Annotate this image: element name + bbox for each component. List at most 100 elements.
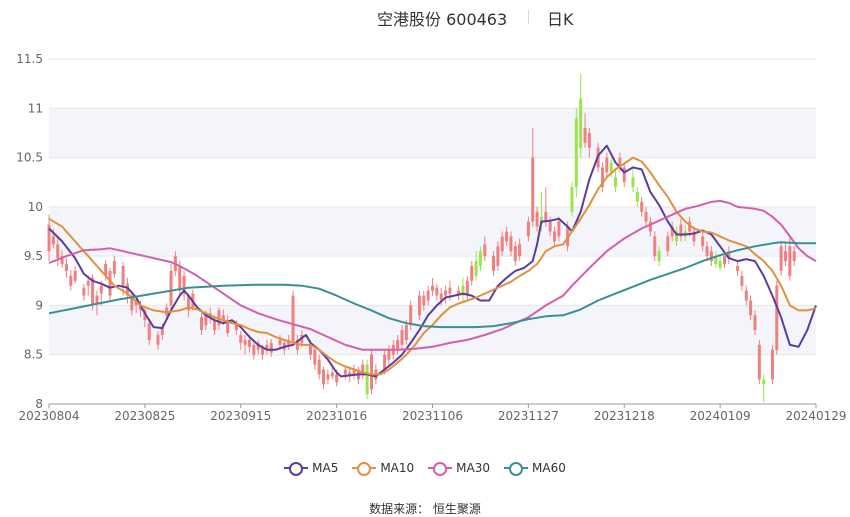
candle-body <box>256 342 260 350</box>
candle-body <box>579 98 583 148</box>
candle-body <box>635 192 639 202</box>
x-tick-label: 20240129 <box>785 409 846 423</box>
legend-marker-ma10 <box>352 462 377 476</box>
legend-item-ma30[interactable]: MA30 <box>428 458 490 478</box>
legend-item-ma5[interactable]: MA5 <box>284 458 338 478</box>
legend-marker-ma60 <box>504 462 529 476</box>
candle-body <box>426 290 430 301</box>
legend-label-ma60: MA60 <box>532 461 566 475</box>
background-band <box>49 108 816 158</box>
x-tick-label: 20230804 <box>18 409 79 423</box>
candle-body <box>770 349 774 380</box>
candle-body <box>670 226 674 237</box>
data-source: 数据来源： 恒生聚源 <box>369 502 481 516</box>
y-tick-label: 9.5 <box>24 249 43 263</box>
candle-body <box>792 251 796 262</box>
chart-title: 空港股份 600463 <box>377 10 508 29</box>
legend-label-ma10: MA10 <box>380 461 415 475</box>
candle-body <box>631 177 635 188</box>
candle-body <box>186 295 190 311</box>
candle-body <box>143 310 147 321</box>
candle-body <box>139 305 143 311</box>
x-tick-label: 20230915 <box>210 409 271 423</box>
candle-body <box>640 201 644 212</box>
candle-body <box>365 364 369 395</box>
candle-body <box>692 231 696 242</box>
candle-body <box>570 187 574 212</box>
candle-body <box>313 349 317 365</box>
x-tick-label: 20240109 <box>690 409 751 423</box>
candle-body <box>243 339 247 345</box>
moving-average-lines <box>48 144 817 378</box>
candle-body <box>431 285 434 291</box>
candle-body <box>64 264 68 271</box>
x-tick-label: 20231127 <box>498 409 559 423</box>
candle-body <box>492 256 496 271</box>
y-tick-label: 9 <box>35 298 43 312</box>
candle-body <box>56 244 60 259</box>
candle-body <box>775 285 779 350</box>
candle-body <box>204 315 208 326</box>
candle-body <box>518 244 522 257</box>
x-tick-label: 20231106 <box>402 409 463 423</box>
candle-body <box>156 335 160 345</box>
candle-body <box>417 295 421 316</box>
candle-body <box>343 369 347 375</box>
candle-body <box>404 325 408 340</box>
legend-marker-ma30 <box>428 462 453 476</box>
candle-body <box>740 275 744 286</box>
candle-body <box>439 293 443 301</box>
x-tick-label: 20230825 <box>114 409 175 423</box>
candle-body <box>505 231 509 242</box>
candles <box>47 73 796 403</box>
candle-body <box>675 231 679 242</box>
legend-item-ma10[interactable]: MA10 <box>352 458 414 478</box>
candle-body <box>736 266 740 271</box>
candle-body <box>234 325 238 331</box>
candle-body <box>618 157 622 168</box>
candle-body <box>99 285 103 294</box>
legend-item-ma60[interactable]: MA60 <box>504 458 566 478</box>
candle-body <box>470 266 474 281</box>
legend-marker-ma5 <box>284 462 309 476</box>
y-tick-label: 8 <box>35 397 43 411</box>
candle-body <box>553 231 557 242</box>
y-tick-label: 11 <box>28 101 43 115</box>
candle-body <box>757 344 761 380</box>
candle-body <box>435 287 439 296</box>
candle-body <box>160 327 164 335</box>
candle-body <box>317 359 321 375</box>
candle-body <box>147 323 151 340</box>
candle-body <box>200 317 204 331</box>
candle-body <box>600 167 604 188</box>
candle-body <box>762 379 766 385</box>
candle-body <box>457 290 461 296</box>
candle-body <box>722 256 726 265</box>
candle-body <box>614 177 618 188</box>
candle-body <box>400 330 404 345</box>
candle-body <box>509 236 513 252</box>
candle-body <box>744 290 748 301</box>
candle-body <box>178 266 182 291</box>
candle-body <box>583 128 587 143</box>
candle-body <box>709 251 713 262</box>
candle-body <box>483 244 487 257</box>
candle-body <box>657 251 661 262</box>
series-line-ma10 <box>48 156 817 376</box>
candle-body <box>108 270 112 296</box>
candle-body <box>278 339 282 345</box>
candle-body <box>121 266 125 288</box>
candle-body <box>125 283 129 296</box>
candle-body <box>648 221 652 232</box>
candle-body <box>714 256 718 265</box>
candle-body <box>622 167 626 183</box>
candle-body <box>91 277 95 306</box>
candle-body <box>779 246 783 271</box>
candle-body <box>727 251 731 259</box>
candle-body <box>705 246 709 257</box>
candle-body <box>444 290 448 296</box>
candle-body <box>335 374 339 383</box>
candle-body <box>496 246 500 266</box>
candle-body <box>461 285 465 296</box>
candle-body <box>226 320 230 334</box>
